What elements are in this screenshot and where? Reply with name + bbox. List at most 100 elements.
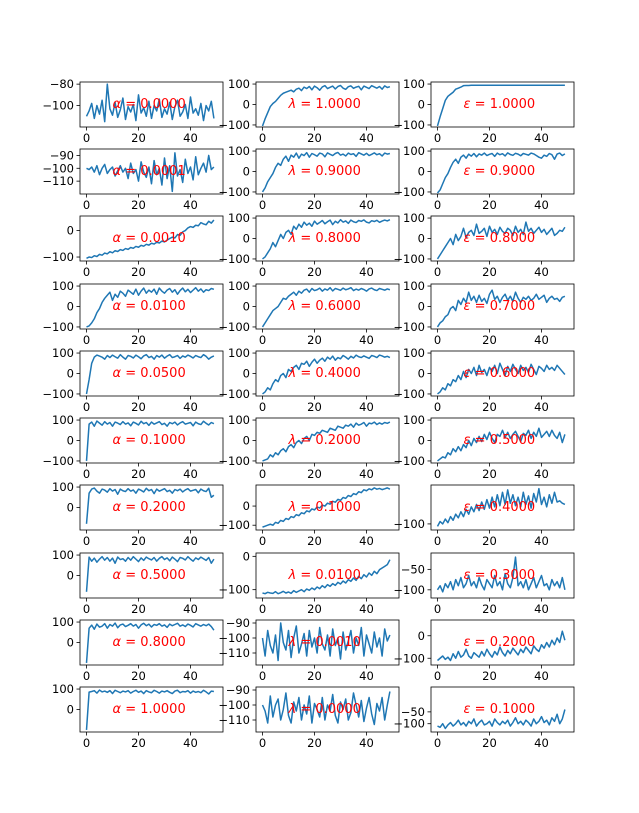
y-tick-label: −100 [42, 454, 74, 468]
x-tick-label: 20 [307, 333, 322, 347]
parameter-symbol: ε [464, 500, 471, 515]
series-line [85, 689, 215, 731]
x-tick-label: 20 [482, 602, 497, 616]
subplot-10-3: 0 20 40 −100−50 ε = 0.1000 [393, 686, 575, 750]
series-line [85, 622, 215, 664]
subplot-7-3: 0 20 40 −100 ε = 0.4000 [393, 484, 575, 548]
axes-frame [79, 81, 224, 128]
y-tick-label: 0 [418, 232, 425, 246]
y-tick-label: 0 [243, 499, 250, 513]
x-tick-label: 40 [359, 736, 374, 750]
x-tick-label: 20 [482, 400, 497, 414]
x-tick-label: 40 [359, 400, 374, 414]
axes-frame [430, 619, 575, 666]
parameter-symbol: λ [288, 97, 297, 112]
x-tick-label: 40 [359, 131, 374, 145]
parameter-value: = 0.2000 [121, 500, 186, 515]
x-tick-label: 0 [259, 602, 266, 616]
subplot-10-1: 0 20 40 0 100 α = 1.0000 [52, 682, 224, 750]
parameter-symbol: α [113, 231, 122, 246]
parameter-label: λ = 0.6000 [288, 299, 361, 314]
y-tick-label: −50 [401, 562, 425, 576]
x-tick-label: 40 [534, 534, 549, 548]
series-line [85, 353, 215, 395]
parameter-symbol: λ [288, 299, 297, 314]
x-tick-label: 0 [434, 602, 441, 616]
y-tick-label: −100 [218, 583, 250, 597]
parameter-label: α = 0.8000 [113, 635, 186, 650]
parameter-symbol: ε [464, 366, 471, 381]
y-tick-label: 100 [52, 346, 74, 360]
subplot-4-3: 0 20 40 −100 0 100 ε = 0.7000 [393, 279, 575, 347]
y-tick-label: −100 [218, 252, 250, 266]
x-tick-label: 0 [259, 736, 266, 750]
subplot-4-2: 0 20 40 −100 0 100 λ = 0.6000 [218, 279, 400, 347]
x-tick-label: 0 [434, 669, 441, 683]
axes-frame [255, 619, 400, 666]
x-tick-label: 40 [183, 467, 198, 481]
parameter-symbol: λ [288, 702, 297, 717]
y-tick-label: 100 [52, 548, 74, 562]
y-tick-label: −100 [393, 717, 425, 731]
x-tick-label: 0 [434, 467, 441, 481]
x-tick-label: 20 [131, 131, 146, 145]
x-tick-label: 40 [534, 131, 549, 145]
parameter-symbol: ε [464, 433, 471, 448]
x-tick-label: 40 [534, 333, 549, 347]
x-tick-label: 20 [482, 333, 497, 347]
parameter-symbol: α [113, 635, 122, 650]
axes-frame [430, 484, 575, 531]
series-line [85, 487, 215, 524]
x-tick-label: 0 [83, 333, 90, 347]
parameter-value: = 0.1000 [296, 500, 361, 515]
y-tick-label: 100 [52, 413, 74, 427]
x-tick-label: 40 [534, 602, 549, 616]
x-tick-label: 20 [482, 198, 497, 212]
parameter-label: ε = 0.8000 [464, 231, 536, 246]
subplot-7-1: 0 20 40 0 100 α = 0.2000 [52, 480, 224, 548]
parameter-symbol: ε [464, 97, 471, 112]
y-tick-label: 0 [67, 367, 74, 381]
y-tick-label: −110 [218, 646, 250, 660]
series-line [262, 421, 391, 462]
x-tick-label: 0 [83, 534, 90, 548]
parameter-symbol: λ [288, 231, 297, 246]
y-tick-label: 0 [418, 300, 425, 314]
parameter-symbol: λ [288, 433, 297, 448]
parameter-label: α = 0.0000 [113, 97, 186, 112]
y-tick-label: 0 [418, 367, 425, 381]
series-line [261, 622, 391, 662]
parameter-label: α = 1.0000 [113, 702, 186, 717]
parameter-value: = 0.0010 [121, 231, 186, 246]
x-tick-label: 20 [307, 736, 322, 750]
parameter-symbol: λ [288, 500, 297, 515]
parameter-symbol: α [113, 702, 122, 717]
series-line [437, 709, 566, 730]
parameter-value: = 0.1000 [121, 433, 186, 448]
y-tick-label: −90 [226, 683, 250, 697]
parameter-label: ε = 0.2000 [464, 635, 536, 650]
x-tick-label: 20 [307, 669, 322, 683]
subplot-3-1: 0 20 40 −100 0 α = 0.0010 [42, 215, 224, 279]
x-tick-label: 0 [259, 198, 266, 212]
parameter-label: α = 0.0500 [113, 366, 186, 381]
subplot-2-3: 0 20 40 −100 0 100 ε = 0.9000 [393, 144, 575, 212]
y-tick-label: 100 [228, 211, 250, 225]
parameter-label: λ = 0.8000 [288, 231, 361, 246]
series-line [85, 555, 215, 592]
parameter-value: = 0.2000 [296, 433, 361, 448]
y-tick-label: 100 [403, 144, 425, 158]
parameter-symbol: α [113, 500, 122, 515]
parameter-symbol: λ [288, 635, 297, 650]
subplot-7-2: 0 20 40 −100 0 λ = 0.1000 [218, 484, 400, 548]
parameter-label: ε = 0.7000 [464, 299, 536, 314]
y-tick-label: 0 [67, 300, 74, 314]
parameter-label: α = 0.0001 [113, 164, 186, 179]
y-tick-label: −100 [218, 518, 250, 532]
x-tick-label: 40 [359, 669, 374, 683]
subplot-4-1: 0 20 40 −100 0 100 α = 0.0100 [42, 279, 224, 347]
series-line [437, 427, 566, 462]
x-tick-label: 20 [307, 265, 322, 279]
subplot-10-2: 0 20 40 −110−100−90 λ = 0.0000 [218, 683, 400, 750]
